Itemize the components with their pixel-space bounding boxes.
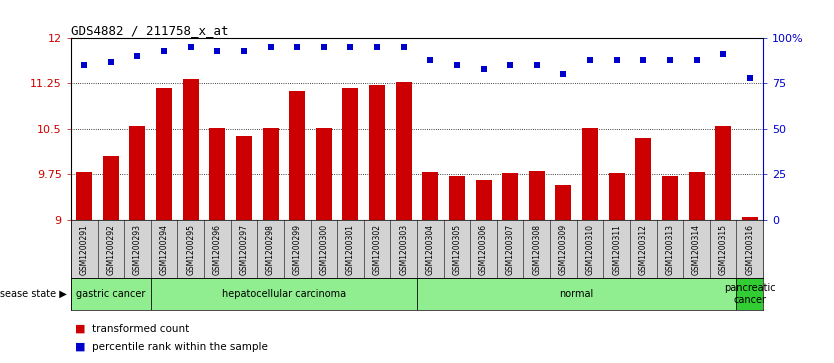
Text: GSM1200304: GSM1200304 [426,224,435,276]
Bar [289,91,305,220]
Bar [151,278,417,310]
Text: GSM1200306: GSM1200306 [479,224,488,276]
Bar [236,136,252,220]
Bar [71,278,151,310]
Bar [422,172,439,220]
Bar [582,128,598,220]
Bar [369,85,385,220]
Point [78,62,91,68]
Text: GSM1200296: GSM1200296 [213,224,222,275]
Text: GSM1200291: GSM1200291 [80,224,88,275]
Bar [555,184,571,220]
Point [344,44,357,50]
Point [424,57,437,63]
Text: GSM1200298: GSM1200298 [266,224,275,275]
Bar [76,172,93,220]
Bar [395,82,412,220]
Point [397,44,410,50]
Text: disease state ▶: disease state ▶ [0,289,67,299]
Text: GSM1200305: GSM1200305 [452,224,461,276]
Text: GSM1200301: GSM1200301 [346,224,355,275]
Bar [689,172,705,220]
Text: GSM1200295: GSM1200295 [186,224,195,275]
Bar [183,79,198,220]
Bar [636,138,651,220]
Bar [417,278,736,310]
Bar [716,126,731,220]
Point [690,57,703,63]
Text: ■: ■ [75,323,86,334]
Bar [502,173,518,220]
Point [237,48,250,54]
Text: GSM1200294: GSM1200294 [159,224,168,275]
Bar [209,128,225,220]
Text: GSM1200299: GSM1200299 [293,224,302,275]
Point [131,53,144,59]
Text: GSM1200312: GSM1200312 [639,224,648,275]
Bar [741,217,758,220]
Text: GSM1200308: GSM1200308 [532,224,541,275]
Text: GSM1200313: GSM1200313 [666,224,675,275]
Point [663,57,676,63]
Text: GSM1200314: GSM1200314 [692,224,701,275]
Text: GSM1200316: GSM1200316 [746,224,754,275]
Text: GSM1200307: GSM1200307 [505,224,515,276]
Bar [609,173,625,220]
Text: hepatocellular carcinoma: hepatocellular carcinoma [222,289,346,299]
Point [636,57,650,63]
Point [530,62,544,68]
Point [477,66,490,72]
Text: GSM1200315: GSM1200315 [719,224,728,275]
Text: ■: ■ [75,342,86,352]
Bar [736,278,763,310]
Text: GDS4882 / 211758_x_at: GDS4882 / 211758_x_at [71,24,229,37]
Text: GSM1200293: GSM1200293 [133,224,142,275]
Point [610,57,623,63]
Text: GSM1200303: GSM1200303 [399,224,408,276]
Text: pancreatic
cancer: pancreatic cancer [724,283,776,305]
Text: GSM1200309: GSM1200309 [559,224,568,276]
Point [104,59,118,65]
Text: transformed count: transformed count [92,323,189,334]
Bar [156,88,172,220]
Point [264,44,277,50]
Point [184,44,198,50]
Text: GSM1200300: GSM1200300 [319,224,329,276]
Point [317,44,330,50]
Bar [475,180,491,220]
Bar [316,128,332,220]
Point [370,44,384,50]
Text: gastric cancer: gastric cancer [76,289,145,299]
Text: normal: normal [560,289,594,299]
Text: percentile rank within the sample: percentile rank within the sample [92,342,268,352]
Point [211,48,224,54]
Bar [662,176,678,220]
Point [716,52,730,57]
Point [583,57,596,63]
Point [290,44,304,50]
Bar [103,156,118,220]
Point [743,75,756,81]
Bar [343,88,359,220]
Text: GSM1200311: GSM1200311 [612,224,621,275]
Bar [449,176,465,220]
Point [557,72,570,77]
Point [504,62,517,68]
Text: GSM1200292: GSM1200292 [106,224,115,275]
Bar [263,128,279,220]
Bar [529,171,545,220]
Text: GSM1200297: GSM1200297 [239,224,249,275]
Bar [129,126,145,220]
Point [450,62,464,68]
Point [158,48,171,54]
Text: GSM1200310: GSM1200310 [585,224,595,275]
Text: GSM1200302: GSM1200302 [373,224,382,275]
